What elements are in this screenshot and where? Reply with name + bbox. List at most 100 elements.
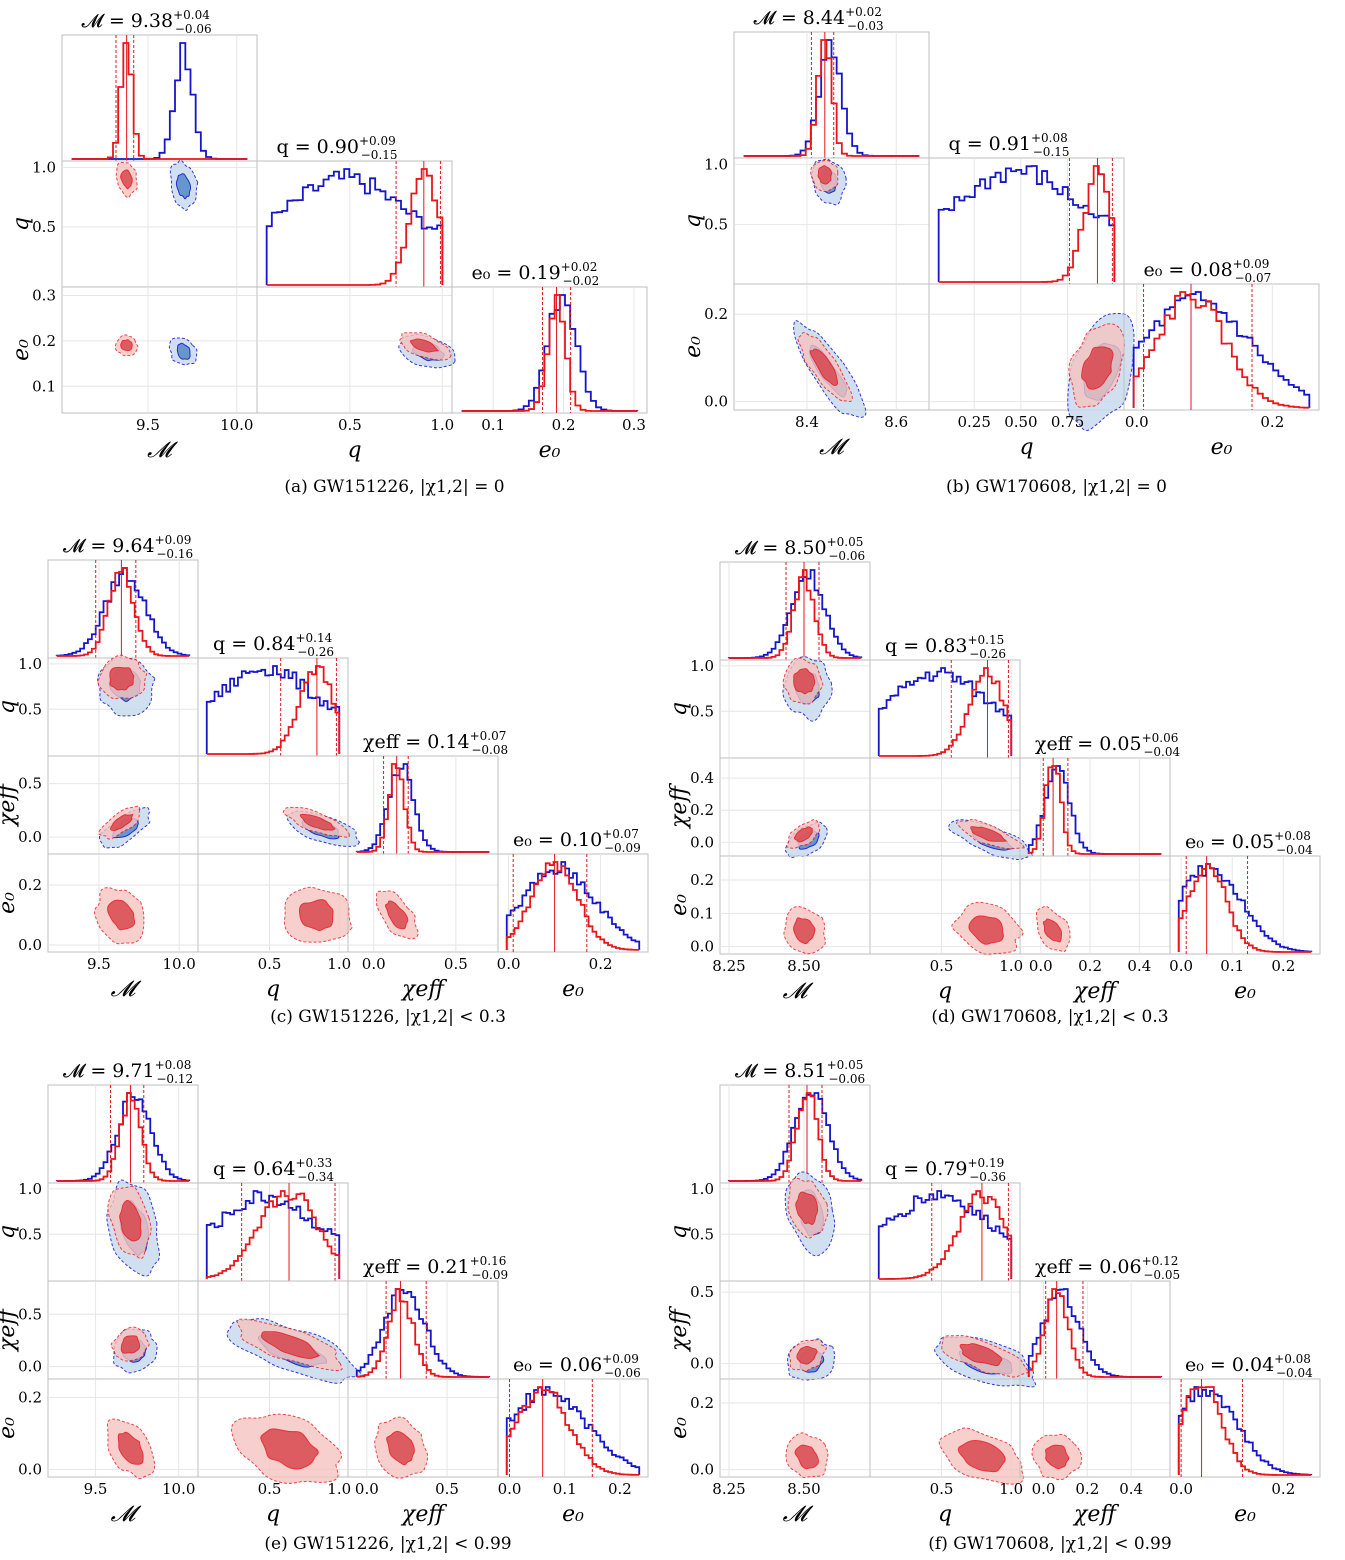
panel-cell: 0.1 0.2 0.3 9.5 10.0 𝓜e₀	[9, 286, 258, 463]
x-tick-label: 10.0	[162, 1480, 195, 1498]
red-histogram	[505, 1386, 641, 1476]
x-tick-label: 0.0	[1029, 957, 1053, 975]
panel-cell: e₀ = 0.19+0.02 −0.02 0.1 0.2 0.3 e₀	[451, 260, 648, 463]
blue-histogram	[505, 1386, 641, 1475]
red-contour-inner	[260, 1428, 319, 1470]
panel-frame	[497, 1378, 649, 1478]
subfigure-caption: (b) GW170608, |χ1,2| = 0	[946, 477, 1167, 497]
panel-title: 𝓜 = 8.50+0.05 −0.06	[735, 535, 865, 563]
y-tick-label: 0.0	[690, 833, 714, 851]
y-tick-label: 1.0	[690, 1180, 714, 1198]
panel-cell: 0.25 0.50 0.75 q	[928, 283, 1135, 460]
panel-cell: 𝓜 = 9.64+0.09 −0.16	[47, 533, 199, 659]
y-tick-label: 0.2	[704, 305, 728, 323]
x-axis-label: e₀	[1234, 979, 1256, 1004]
x-tick-label: 8.25	[712, 1480, 745, 1498]
blue-histogram	[727, 569, 863, 659]
panel-title: 𝓜 = 9.64+0.09 −0.16	[63, 533, 193, 561]
panel-cell: e₀ = 0.04+0.08 −0.04 0.0 0.2 e₀	[1169, 1352, 1321, 1527]
panel-cell: q = 0.90+0.09 −0.15	[256, 134, 453, 288]
y-tick-label: 0.5	[18, 1305, 42, 1323]
panel-cell: 0.5 1.0 q	[869, 1378, 1024, 1527]
panel-title: e₀ = 0.10+0.07 −0.09	[513, 827, 641, 855]
x-tick-label: 0.1	[481, 416, 505, 434]
y-axis-label: χeff	[667, 1306, 692, 1353]
panel-cell: 0.5 1.0 q	[0, 1179, 199, 1282]
x-axis-label: e₀	[1211, 435, 1233, 460]
panel-cell: 0.5 1.0 q	[0, 654, 199, 757]
y-tick-label: 1.0	[18, 1180, 42, 1198]
y-axis-label: e₀	[0, 892, 20, 914]
red-contour-inner	[959, 1343, 1003, 1367]
red-contour-inner	[968, 915, 1005, 945]
blue-histogram	[1177, 863, 1313, 953]
red-histogram	[266, 168, 444, 286]
panel-cell	[197, 755, 361, 855]
red-contour-inner	[793, 826, 813, 843]
panel-cell: 0.5 1.0 q	[667, 656, 871, 759]
subfigure-caption: (c) GW151226, |χ1,2| < 0.3	[270, 1007, 506, 1027]
panel-title: 𝓜 = 8.51+0.05 −0.06	[735, 1058, 865, 1086]
x-tick-label: 10.0	[220, 416, 253, 434]
y-tick-label: 0.3	[32, 287, 56, 305]
red-histogram	[205, 1190, 341, 1279]
x-tick-label: 0.2	[589, 955, 613, 973]
panel-cell: 𝓜 = 8.50+0.05 −0.06	[719, 535, 871, 661]
panel-cell: 0.5 1.0 q	[197, 1378, 351, 1527]
panel-frame	[1019, 757, 1171, 857]
red-contour-inner	[794, 1444, 819, 1470]
red-histogram	[728, 1092, 862, 1182]
x-axis-label: q	[266, 1502, 280, 1527]
x-axis-label: χeff	[1072, 979, 1119, 1004]
corner-plot-a: 𝓜 = 9.38+0.04 −0.06 0.5 1.0 q q = 0.90+0.09 −0…	[9, 8, 648, 497]
red-contour-inner	[298, 899, 334, 931]
red-histogram	[71, 42, 248, 160]
panel-cell: e₀ = 0.08+0.09 −0.07 0.0 0.2 e₀	[1123, 257, 1320, 460]
y-axis-label: e₀	[0, 1417, 20, 1439]
red-contour-inner	[110, 813, 134, 831]
panel-title: χeff = 0.05+0.06 −0.04	[1035, 731, 1180, 759]
x-axis-label: 𝓜	[111, 977, 142, 1002]
x-tick-label: 0.2	[552, 416, 576, 434]
y-tick-label: 0.0	[18, 936, 42, 954]
x-axis-label: 𝓜	[147, 438, 178, 463]
red-contour-inner	[795, 1191, 819, 1225]
y-tick-label: 0.2	[18, 876, 42, 894]
red-histogram	[877, 1190, 1013, 1280]
y-axis-label: e₀	[667, 1417, 692, 1439]
subfigure-caption: (e) GW151226, |χ1,2| < 0.99	[264, 1534, 511, 1554]
red-histogram	[356, 763, 490, 853]
red-contour-inner	[117, 1431, 144, 1465]
panel-title: e₀ = 0.19+0.02 −0.02	[472, 260, 600, 288]
panel-cell: 0.0 0.2 8.4 8.6 𝓜e₀	[681, 283, 930, 460]
blue-histogram	[55, 567, 191, 657]
red-histogram	[938, 165, 1116, 283]
panel-cell: q = 0.79+0.19 −0.36	[869, 1156, 1021, 1282]
panel-title: χeff = 0.06+0.12 −0.05	[1035, 1254, 1180, 1282]
x-tick-label: 0.2	[608, 1480, 632, 1498]
x-tick-label: 0.0	[362, 955, 386, 973]
x-tick-label: 1.0	[999, 1480, 1023, 1498]
red-contour-inner	[109, 666, 135, 691]
red-contour-inner	[107, 899, 136, 931]
y-tick-label: 0.0	[18, 1358, 42, 1376]
y-tick-label: 0.2	[690, 1394, 714, 1412]
x-tick-label: 0.1	[1220, 957, 1244, 975]
y-axis-label: χeff	[0, 781, 20, 828]
red-contour-inner	[384, 900, 409, 930]
panel-title: q = 0.79+0.19 −0.36	[885, 1156, 1006, 1184]
blue-histogram	[505, 861, 641, 950]
subfigure-caption: (f) GW170608, |χ1,2| < 0.99	[928, 1534, 1171, 1554]
red-histogram	[461, 294, 638, 412]
red-contour-inner	[1081, 346, 1114, 390]
red-contour-inner	[957, 1440, 1006, 1473]
panel-cell: 0.0 0.2 9.5 10.0 𝓜e₀	[0, 853, 199, 1002]
x-tick-label: 0.5	[444, 955, 468, 973]
panel-cell: 0.0 0.5 χeff	[667, 1280, 871, 1381]
red-contour-inner	[409, 338, 440, 353]
panel-title: q = 0.91+0.08 −0.15	[949, 131, 1070, 159]
x-tick-label: 0.2	[1260, 413, 1284, 431]
x-axis-label: e₀	[562, 1502, 584, 1527]
panel-cell: 𝓜 = 9.38+0.04 −0.06	[61, 8, 258, 162]
panel-cell: q = 0.91+0.08 −0.15	[928, 131, 1125, 285]
